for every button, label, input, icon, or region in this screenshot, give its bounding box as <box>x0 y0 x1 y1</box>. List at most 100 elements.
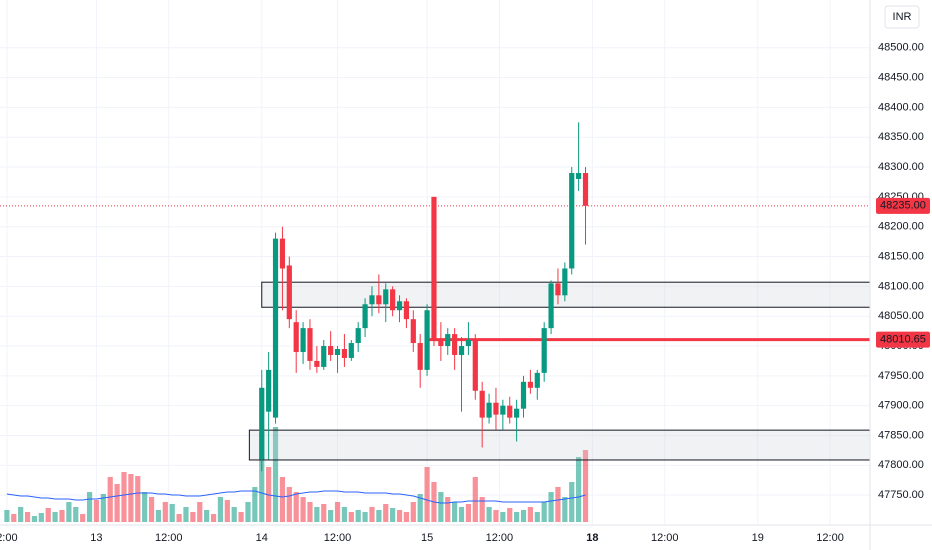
volume-bar <box>417 494 423 522</box>
volume-bar <box>355 510 361 522</box>
volume-bar <box>204 510 210 522</box>
candle-body <box>266 369 272 412</box>
currency-box[interactable] <box>884 5 920 29</box>
candle-body <box>314 360 320 367</box>
x-tick-label: 18 <box>586 532 598 544</box>
candle-body <box>293 322 299 352</box>
candle-body <box>334 349 341 355</box>
x-tick-label: 12:00 <box>486 532 514 544</box>
volume-bar <box>135 476 141 522</box>
candle-body <box>321 346 327 367</box>
volume-bar <box>500 512 506 522</box>
volume-bar <box>438 492 444 522</box>
candle-body <box>417 343 423 370</box>
volume-bar <box>527 507 534 522</box>
candle-body <box>534 372 540 388</box>
candle-body <box>527 381 534 388</box>
candle-body <box>355 328 361 344</box>
volume-bar <box>507 508 513 522</box>
volume-bar <box>128 474 134 522</box>
volume-bar <box>410 502 416 522</box>
volume-bar <box>576 457 582 522</box>
volume-bar <box>176 514 182 522</box>
candle-body <box>548 283 554 329</box>
volume-bar <box>341 507 348 522</box>
candle-body <box>493 402 499 415</box>
volume-bar <box>121 472 127 522</box>
volume-bar <box>314 507 320 522</box>
candle-body <box>362 304 368 329</box>
x-tick-label: 12:00 <box>816 532 844 544</box>
volume-bar <box>555 487 561 522</box>
candle-body <box>486 402 492 418</box>
volume-bar <box>210 514 217 522</box>
volume-bar <box>155 510 162 522</box>
volume-bar <box>286 487 292 522</box>
volume-bar <box>245 502 251 522</box>
volume-bar <box>59 510 65 522</box>
volume-bar <box>369 507 375 522</box>
volume-bar <box>86 492 93 522</box>
candle-body <box>562 268 568 296</box>
y-tick-label: 48450.00 <box>878 71 924 83</box>
volume-bar <box>252 487 258 522</box>
candle-body <box>383 289 389 305</box>
candle-body <box>348 343 354 358</box>
volume-bar <box>548 492 554 522</box>
grid <box>0 0 870 525</box>
y-tick-label: 48150.00 <box>878 250 924 262</box>
volume-bar <box>376 510 382 522</box>
candle-body <box>272 238 279 418</box>
volume-bar <box>100 494 106 522</box>
volume-bar <box>403 512 410 522</box>
volume-bar <box>31 516 38 522</box>
volume-bar <box>169 504 175 522</box>
x-tick-label: 15 <box>421 532 433 544</box>
candle-body <box>438 340 444 347</box>
volume-bar <box>458 507 465 522</box>
volume-bar <box>259 432 265 522</box>
candle-body <box>500 405 506 415</box>
candle-body <box>520 381 527 409</box>
x-tick-label: 19 <box>752 532 764 544</box>
volume-bar <box>479 497 485 522</box>
volume-bar <box>493 510 499 522</box>
candle-body <box>431 196 437 341</box>
volume-bar <box>114 484 120 522</box>
candle-body <box>341 349 348 358</box>
volume-bar <box>148 497 155 522</box>
volume-bar <box>18 507 24 522</box>
zone <box>248 429 871 461</box>
y-tick-label: 47850.00 <box>878 429 924 441</box>
volume-bar <box>279 477 286 522</box>
volume-bar <box>107 477 113 522</box>
candle-body <box>514 408 520 418</box>
x-tick-label: 14 <box>256 532 268 544</box>
volume-bar <box>396 510 403 522</box>
x-tick-label: 2:00 <box>0 532 18 544</box>
volume-ma-line <box>6 490 586 504</box>
volume-bar <box>197 502 203 522</box>
candle-body <box>445 334 451 347</box>
volume-bar <box>541 502 547 522</box>
volume-bar <box>334 502 341 522</box>
candle-body <box>328 346 334 355</box>
volume-bar <box>520 510 527 522</box>
volume-bar <box>328 510 334 522</box>
volume-bar <box>93 500 100 522</box>
y-tick-label: 48050.00 <box>878 310 924 322</box>
volume-bar <box>190 512 196 522</box>
candle-body <box>472 340 478 391</box>
candle-body <box>479 390 485 418</box>
y-tick-label: 48350.00 <box>878 131 924 143</box>
volume-bar <box>534 512 540 522</box>
volume-bar <box>272 427 279 522</box>
candle-body <box>555 283 561 296</box>
y-tick-label: 48200.00 <box>878 221 924 233</box>
volume-bar <box>80 514 86 522</box>
volume-bar <box>52 512 58 522</box>
level-label: 48010.65 <box>880 334 926 346</box>
volume-bar <box>486 507 492 522</box>
